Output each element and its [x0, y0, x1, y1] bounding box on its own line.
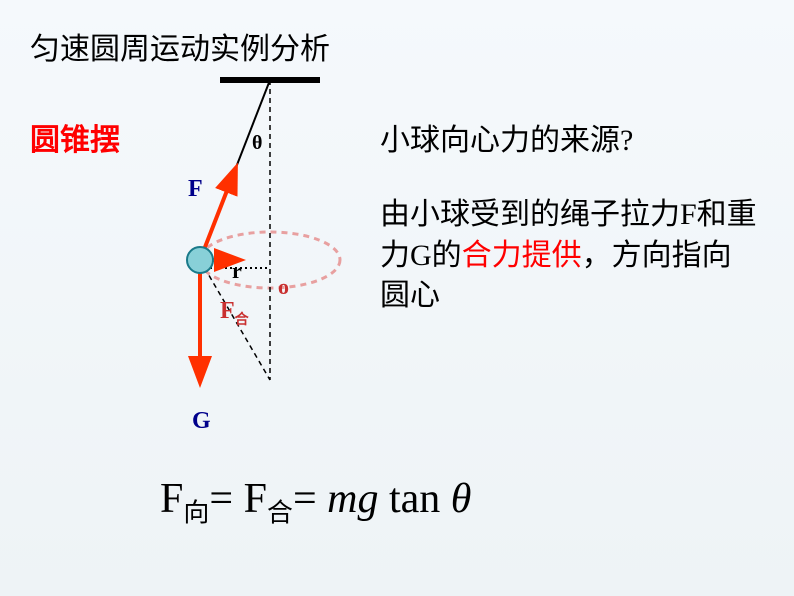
formula-theta: θ [451, 476, 472, 522]
formula-F2: F [244, 476, 267, 522]
explanation-text: 由小球受到的绳子拉力F和重力G的合力提供，方向指向圆心 [380, 195, 760, 317]
arrow-f [200, 170, 235, 260]
formula-eq1: = [209, 476, 243, 522]
formula-sp2 [440, 476, 451, 522]
label-fhe: F合 [220, 298, 249, 329]
formula-F1: F [160, 476, 183, 522]
label-r: r [232, 258, 242, 284]
formula-tan: tan [389, 476, 440, 522]
label-f: F [188, 176, 203, 203]
formula-eq2: = [293, 476, 327, 522]
question-text: 小球向心力的来源? [380, 115, 633, 159]
ball [187, 247, 213, 273]
label-o: o [278, 274, 289, 300]
formula-mg: mg [327, 476, 378, 522]
formula-sub2: 合 [267, 498, 293, 527]
label-g: G [192, 408, 211, 435]
subtitle: 圆锥摆 [30, 115, 120, 159]
formula-sub1: 向 [183, 498, 209, 527]
diagram-svg [140, 60, 360, 460]
formula: F向= F合= mg tan θ [160, 475, 471, 529]
physics-diagram: θ F F合 G r o [140, 60, 360, 460]
explain-part2: 合力提供 [462, 239, 582, 272]
formula-sp [378, 476, 389, 522]
label-theta: θ [252, 132, 262, 155]
